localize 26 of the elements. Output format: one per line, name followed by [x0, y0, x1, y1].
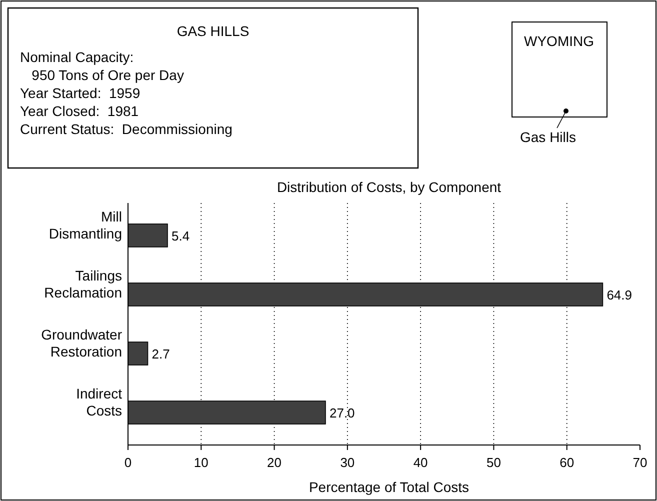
chart-title: Distribution of Costs, by Component — [276, 179, 502, 195]
x-tick-label: 40 — [413, 455, 428, 470]
text: WYOMING — [524, 33, 594, 49]
data-label: 27.0 — [329, 406, 355, 421]
x-axis-title: Percentage of Total Costs — [308, 479, 470, 495]
text: Year Closed: 1981 — [20, 103, 139, 119]
x-tick-label: 60 — [560, 455, 574, 470]
y-tick-label: Indirect Costs — [76, 386, 122, 419]
x-tick-label: 50 — [486, 455, 501, 470]
text: Year Started: 1959 — [20, 85, 140, 101]
text: Nominal Capacity: — [20, 49, 134, 65]
data-label: 64.9 — [606, 287, 632, 302]
x-tick-label: 20 — [267, 455, 282, 470]
text: Gas Hills — [520, 129, 576, 145]
y-tick-label: Mill Dismantling — [48, 208, 122, 242]
text: 950 Tons of Ore per Day — [20, 67, 184, 83]
x-tick-label: 10 — [194, 455, 208, 470]
data-label: 5.4 — [171, 228, 190, 244]
text: GAS HILLS — [176, 23, 250, 39]
x-tick-label: 0 — [124, 455, 132, 470]
y-tick-label: Groundwater Restoration — [41, 326, 122, 360]
x-tick-label: 30 — [340, 455, 355, 470]
text: Current Status: Decommissioning — [20, 121, 232, 137]
y-tick-label: Tailings Reclamation — [44, 267, 122, 300]
x-tick-label: 70 — [632, 455, 648, 470]
data-label: 2.7 — [152, 346, 170, 362]
